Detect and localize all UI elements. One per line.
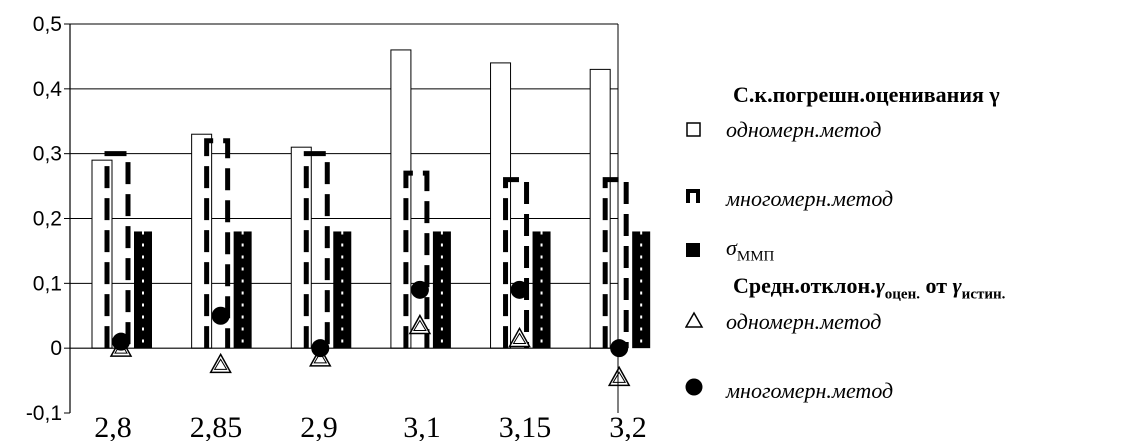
markers xyxy=(109,280,631,387)
marker-triangle-inner xyxy=(213,358,228,370)
marker-triangle-inner xyxy=(512,332,527,344)
bars xyxy=(91,49,651,349)
y-tick-label: 0,5 xyxy=(33,13,62,36)
x-tick-label: 2,85 xyxy=(190,411,243,441)
marker-triangle-inner xyxy=(313,351,328,364)
bar-filled xyxy=(432,231,451,349)
bar-dashed xyxy=(104,151,131,349)
bar-dashed xyxy=(503,177,530,349)
y-tick-label: 0 xyxy=(50,337,62,360)
bar-outline xyxy=(91,159,113,349)
y-tick-label: 0,3 xyxy=(33,143,62,166)
marker-circle xyxy=(410,280,429,299)
bar-filled xyxy=(233,231,252,349)
axes xyxy=(64,23,619,414)
x-tick-label: 3,1 xyxy=(403,411,441,441)
bar-dashed xyxy=(303,151,330,349)
x-tick-label: 2,9 xyxy=(300,411,338,441)
marker-circle xyxy=(510,280,529,299)
bar-filled xyxy=(333,231,352,349)
y-tick-label: 0,4 xyxy=(33,78,63,101)
bar-dashed xyxy=(602,177,629,349)
marker-triangle-inner xyxy=(413,319,427,331)
bar-filled xyxy=(134,231,152,349)
y-tick-labels: -0,1 0 0,1 0,2 0,3 0,4 0,5 xyxy=(26,13,62,425)
bar-filled xyxy=(632,231,651,349)
bar-filled xyxy=(532,231,551,349)
y-tick-label: 0,2 xyxy=(33,208,62,231)
y-tick-label: 0,1 xyxy=(33,272,62,295)
x-tick-label: 3,15 xyxy=(499,411,552,441)
x-tick-label: 2,8 xyxy=(94,411,132,441)
x-tick-labels: 2,8 2,85 2,9 3,1 3,15 3,2 xyxy=(94,411,647,441)
marker-circle xyxy=(112,332,130,351)
marker-circle xyxy=(211,306,230,325)
x-tick-label: 3,2 xyxy=(609,411,647,441)
bar-dashed xyxy=(204,138,231,349)
marker-circle xyxy=(610,339,629,358)
y-tick-label: -0,1 xyxy=(26,402,62,425)
marker-triangle-inner xyxy=(612,371,627,383)
